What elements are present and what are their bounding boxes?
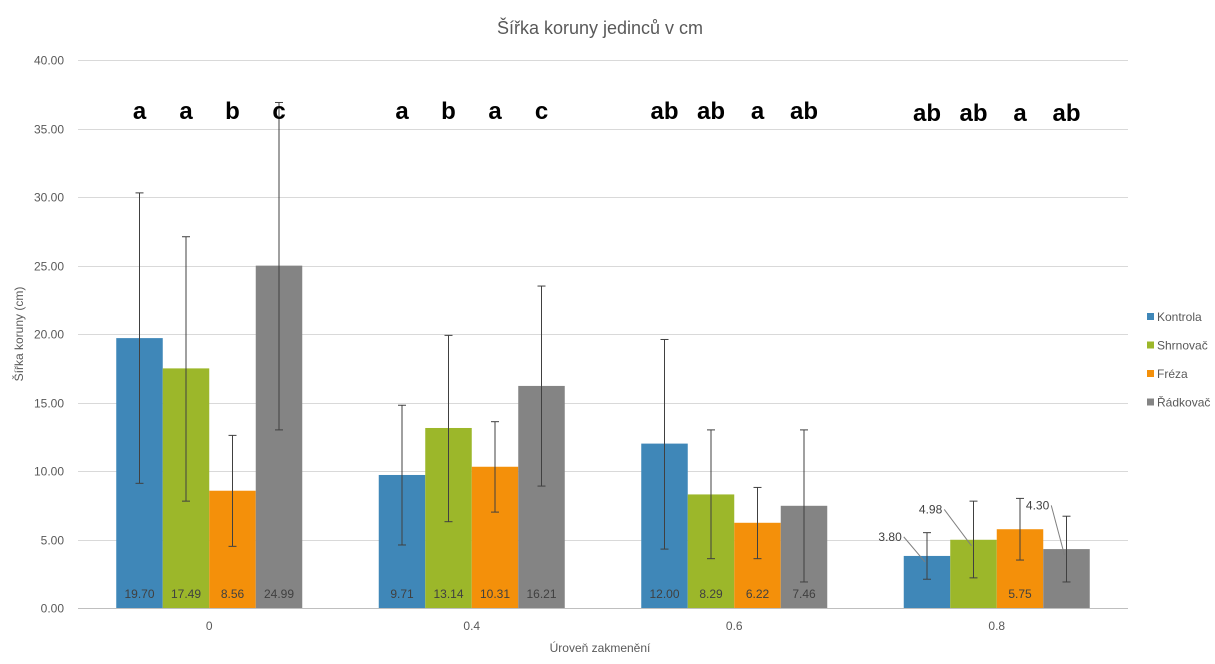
significance-letter: ab <box>913 100 941 127</box>
y-tick-label: 20.00 <box>34 328 64 342</box>
y-tick-label: 40.00 <box>34 54 64 68</box>
y-axis-title: Šířka koruny (cm) <box>11 287 26 382</box>
significance-letter: a <box>488 98 502 125</box>
significance-letter: b <box>225 98 240 125</box>
error-bars <box>135 101 1071 583</box>
y-tick-label: 0.00 <box>41 602 65 616</box>
x-tick-label: 0.6 <box>726 619 743 633</box>
y-tick-label: 35.00 <box>34 123 64 137</box>
label-leader <box>1050 505 1065 556</box>
significance-letter: a <box>1013 100 1027 127</box>
x-axis-title: Úroveň zakmenění <box>550 640 651 655</box>
significance-letter: a <box>179 98 193 125</box>
significance-letter: c <box>535 98 548 125</box>
data-label: 8.29 <box>699 587 723 601</box>
data-label: 4.98 <box>919 502 943 516</box>
significance-letter: ab <box>790 98 818 125</box>
data-label: 9.71 <box>390 587 414 601</box>
data-label: 4.30 <box>1026 498 1050 512</box>
x-tick-label: 0.4 <box>463 619 480 633</box>
significance-letter: c <box>272 98 285 125</box>
significance-letter: a <box>395 98 409 125</box>
data-label: 13.14 <box>433 587 463 601</box>
data-label: 5.75 <box>1008 587 1032 601</box>
significance-letter: a <box>133 98 147 125</box>
data-label: 10.31 <box>480 587 510 601</box>
x-tick-label: 0.8 <box>988 619 1005 633</box>
data-label: 8.56 <box>221 587 245 601</box>
y-tick-label: 25.00 <box>34 260 64 274</box>
bars <box>116 265 1090 608</box>
x-tick-label: 0 <box>206 619 213 633</box>
data-labels: 19.70 17.49 8.56 24.99 9.71 13.14 10.31 16.21 12… <box>124 498 1065 601</box>
significance-letters: a a b c a b a c ab ab a ab ab ab a ab <box>133 98 1081 127</box>
y-axis-ticks: 0.00 5.00 10.00 15.00 20.00 25.00 30.00 35.00 40… <box>34 54 64 616</box>
y-tick-label: 10.00 <box>34 465 64 479</box>
data-label: 6.22 <box>746 587 770 601</box>
legend-swatch <box>1147 370 1154 377</box>
legend-swatch <box>1147 398 1154 406</box>
data-label: 12.00 <box>649 587 679 601</box>
y-tick-label: 30.00 <box>34 191 64 205</box>
legend-label: Řádkovač <box>1157 395 1210 410</box>
x-axis-ticks: 0 0.4 0.6 0.8 <box>206 619 1006 633</box>
significance-letter: ab <box>1052 100 1080 127</box>
significance-letter: a <box>751 98 765 125</box>
legend-label: Kontrola <box>1157 310 1202 324</box>
legend-swatch <box>1147 341 1154 349</box>
legend-swatch <box>1147 313 1154 320</box>
significance-letter: b <box>441 98 456 125</box>
label-leader <box>943 509 972 547</box>
significance-letter: ab <box>697 98 725 125</box>
data-label: 19.70 <box>124 587 154 601</box>
legend-label: Shrnovač <box>1157 339 1208 353</box>
data-label: 3.80 <box>878 530 902 544</box>
data-label: 17.49 <box>171 587 201 601</box>
y-tick-label: 15.00 <box>34 397 64 411</box>
significance-letter: ab <box>959 100 987 127</box>
chart-title: Šířka koruny jedinců v cm <box>497 17 703 38</box>
legend-label: Fréza <box>1157 367 1188 381</box>
data-label: 7.46 <box>792 587 816 601</box>
gridlines <box>78 60 1128 609</box>
significance-letter: ab <box>650 98 678 125</box>
legend: Kontrola Shrnovač Fréza Řádkovač <box>1147 310 1210 410</box>
data-label: 16.21 <box>526 587 556 601</box>
y-tick-label: 5.00 <box>41 534 65 548</box>
label-leader <box>903 536 926 563</box>
data-label: 24.99 <box>264 587 294 601</box>
